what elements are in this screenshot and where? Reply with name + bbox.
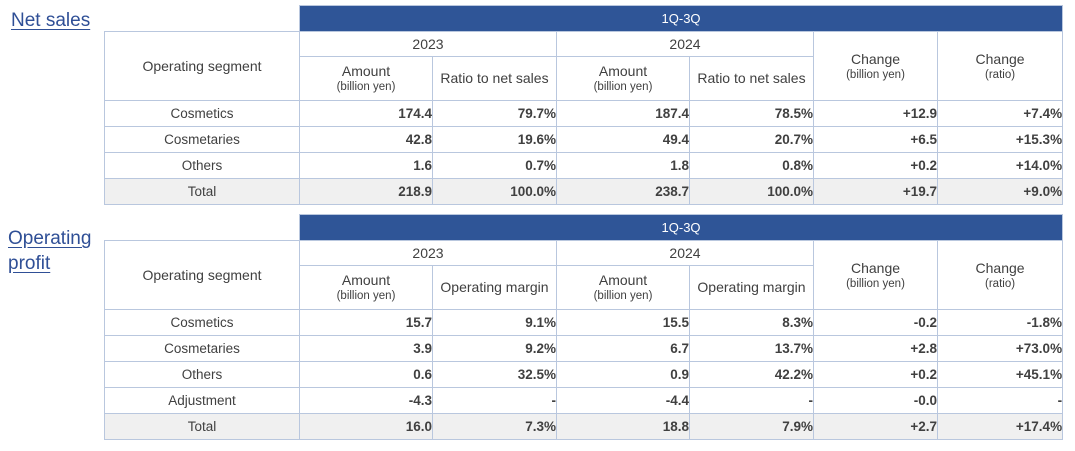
amount-2024-header: Amount (billion yen)	[556, 265, 690, 310]
ratio-2024: 0.8%	[689, 152, 814, 179]
change-ratio: +15.3%	[936, 126, 1064, 153]
amount-2023: 16.0	[299, 413, 433, 440]
amount-2023: 0.6	[299, 361, 433, 388]
segment-name: Cosmetaries	[104, 335, 300, 362]
amount-2024: 49.4	[556, 126, 690, 153]
margin-2023-header: Operating margin	[432, 265, 557, 310]
segment-column-header: Operating segment	[104, 240, 300, 310]
change-amount-header: Change (billion yen)	[813, 31, 938, 101]
ratio-2024-header: Ratio to net sales	[689, 56, 814, 101]
period-header: 1Q-3Q	[298, 5, 1064, 32]
amount-2023-header: Amount (billion yen)	[299, 56, 433, 101]
net-sales-table: 1Q-3Q Operating segment 2023 2024 Change…	[104, 5, 1064, 205]
amount-2024-header: Amount (billion yen)	[556, 56, 690, 101]
segment-name: Total	[104, 413, 300, 440]
change-amount: +2.8	[813, 335, 938, 362]
ratio-2023: 19.6%	[432, 126, 557, 153]
change-ratio: +14.0%	[936, 152, 1064, 179]
amount-2024: -4.4	[556, 387, 690, 414]
table-corner	[105, 215, 300, 241]
margin-2024: 7.9%	[689, 413, 814, 440]
amount-2024: 1.8	[556, 152, 690, 179]
operating-profit-table: 1Q-3Q Operating segment 2023 2024 Change…	[104, 214, 1064, 440]
change-amount: -0.0	[813, 387, 938, 414]
net-sales-title: Net sales	[11, 10, 91, 31]
period-header: 1Q-3Q	[298, 214, 1064, 241]
margin-2023: -	[432, 387, 557, 414]
change-ratio: -	[936, 387, 1064, 414]
amount-2023: 1.6	[299, 152, 433, 179]
change-ratio: +9.0%	[936, 178, 1064, 205]
amount-2023: 174.4	[299, 100, 433, 127]
change-amount: +2.7	[813, 413, 938, 440]
ratio-2024: 78.5%	[689, 100, 814, 127]
change-amount: +0.2	[813, 361, 938, 388]
segment-name: Cosmetics	[104, 100, 300, 127]
amount-2023: 42.8	[299, 126, 433, 153]
segment-column-header: Operating segment	[104, 31, 300, 101]
table-row: Cosmetics 174.4 79.7% 187.4 78.5% +12.9 …	[104, 100, 1064, 127]
year-2024-header: 2024	[556, 240, 814, 266]
change-ratio: -1.8%	[936, 309, 1064, 336]
amount-2023: 218.9	[299, 178, 433, 205]
total-row: Total 16.0 7.3% 18.8 7.9% +2.7 +17.4%	[104, 413, 1064, 440]
change-amount: +19.7	[813, 178, 938, 205]
amount-2023: -4.3	[299, 387, 433, 414]
ratio-2024: 20.7%	[689, 126, 814, 153]
margin-2023: 32.5%	[432, 361, 557, 388]
ratio-2023: 0.7%	[432, 152, 557, 179]
change-ratio: +17.4%	[936, 413, 1064, 440]
amount-2024: 18.8	[556, 413, 690, 440]
margin-2024: 8.3%	[689, 309, 814, 336]
amount-2024: 15.5	[556, 309, 690, 336]
change-amount: -0.2	[813, 309, 938, 336]
ratio-2023-header: Ratio to net sales	[432, 56, 557, 101]
table-row: Others 1.6 0.7% 1.8 0.8% +0.2 +14.0%	[104, 152, 1064, 179]
margin-2023: 9.1%	[432, 309, 557, 336]
amount-2023-header: Amount (billion yen)	[299, 265, 433, 310]
change-amount: +12.9	[813, 100, 938, 127]
segment-name: Cosmetics	[104, 309, 300, 336]
ratio-2023: 79.7%	[432, 100, 557, 127]
amount-2024: 6.7	[556, 335, 690, 362]
segment-name: Cosmetaries	[104, 126, 300, 153]
margin-2023: 7.3%	[432, 413, 557, 440]
segment-name: Total	[104, 178, 300, 205]
change-amount: +0.2	[813, 152, 938, 179]
amount-2023: 15.7	[299, 309, 433, 336]
ratio-2024: 100.0%	[689, 178, 814, 205]
year-2024-header: 2024	[556, 31, 814, 57]
margin-2024-header: Operating margin	[689, 265, 814, 310]
change-amount: +6.5	[813, 126, 938, 153]
segment-name: Others	[104, 152, 300, 179]
year-2023-header: 2023	[299, 240, 557, 266]
margin-2023: 9.2%	[432, 335, 557, 362]
change-ratio-header: Change (ratio)	[936, 31, 1064, 101]
table-row: Cosmetaries 3.9 9.2% 6.7 13.7% +2.8 +73.…	[104, 335, 1064, 362]
total-row: Total 218.9 100.0% 238.7 100.0% +19.7 +9…	[104, 178, 1064, 205]
change-ratio: +73.0%	[936, 335, 1064, 362]
table-row: Others 0.6 32.5% 0.9 42.2% +0.2 +45.1%	[104, 361, 1064, 388]
year-2023-header: 2023	[299, 31, 557, 57]
amount-2023: 3.9	[299, 335, 433, 362]
segment-name: Adjustment	[104, 387, 300, 414]
amount-2024: 0.9	[556, 361, 690, 388]
margin-2024: 13.7%	[689, 335, 814, 362]
table-row: Cosmetics 15.7 9.1% 15.5 8.3% -0.2 -1.8%	[104, 309, 1064, 336]
margin-2024: -	[689, 387, 814, 414]
table-corner	[105, 6, 300, 32]
table-row: Cosmetaries 42.8 19.6% 49.4 20.7% +6.5 +…	[104, 126, 1064, 153]
operating-profit-title: Operating profit	[8, 228, 92, 274]
change-ratio: +45.1%	[936, 361, 1064, 388]
change-amount-header: Change (billion yen)	[813, 240, 938, 310]
change-ratio: +7.4%	[936, 100, 1064, 127]
table-row: Adjustment -4.3 - -4.4 - -0.0 -	[104, 387, 1064, 414]
segment-name: Others	[104, 361, 300, 388]
amount-2024: 238.7	[556, 178, 690, 205]
ratio-2023: 100.0%	[432, 178, 557, 205]
change-ratio-header: Change (ratio)	[936, 240, 1064, 310]
margin-2024: 42.2%	[689, 361, 814, 388]
amount-2024: 187.4	[556, 100, 690, 127]
